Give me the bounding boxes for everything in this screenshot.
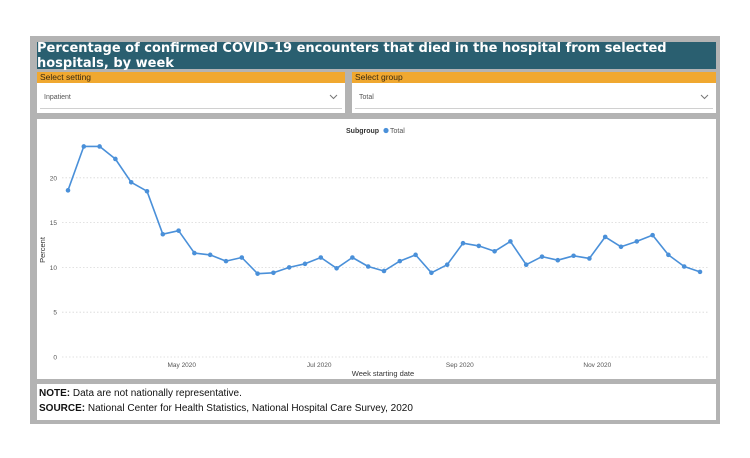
- data-point: [207, 252, 213, 258]
- y-tick-label: 15: [50, 220, 58, 227]
- data-point: [97, 144, 102, 149]
- group-filter-label: Select group: [352, 72, 716, 83]
- series-line-total: [67, 145, 701, 275]
- x-tick-label: Jul 2020: [307, 362, 332, 369]
- data-point: [318, 255, 324, 260]
- y-axis-label: Percent: [38, 236, 47, 263]
- legend-marker: [383, 127, 389, 134]
- page-title: Percentage of confirmed COVID-19 encount…: [37, 40, 716, 71]
- data-point: [381, 268, 387, 274]
- y-tick-label: 10: [50, 265, 58, 272]
- x-axis-ticks: May 2020 Jul 2020 Sep 2020 Nov 2020: [167, 362, 611, 369]
- source-text: National Center for Health Statistics, N…: [85, 403, 413, 414]
- data-point: [128, 179, 134, 185]
- note-line: NOTE: Data are not nationally representa…: [39, 388, 242, 399]
- data-point: [397, 258, 403, 264]
- data-point: [302, 261, 308, 267]
- group-dropdown[interactable]: Total: [355, 86, 713, 109]
- data-point: [523, 262, 529, 268]
- data-point: [634, 239, 640, 244]
- legend-item-total[interactable]: Total: [390, 128, 405, 135]
- line-chart: 0 5 10 15 20 May 2020 Jul 2020 Sep 2020 Nov 202…: [38, 127, 708, 378]
- data-point: [255, 271, 260, 276]
- chart-panel: 0 5 10 15 20 May 2020 Jul 2020 Sep 2020 Nov 202…: [37, 119, 716, 379]
- x-tick-label: Nov 2020: [583, 362, 611, 369]
- setting-dropdown-value: Inpatient: [44, 93, 71, 101]
- data-point: [539, 254, 545, 259]
- data-point: [618, 244, 624, 250]
- notes-panel: NOTE: Data are not nationally representa…: [37, 384, 716, 420]
- data-point: [350, 255, 355, 260]
- y-tick-label: 20: [50, 175, 58, 182]
- data-point: [429, 270, 434, 276]
- data-point: [666, 252, 671, 258]
- data-point: [192, 250, 197, 256]
- data-point: [113, 156, 118, 162]
- chevron-down-icon: [699, 92, 709, 102]
- x-tick-label: Sep 2020: [446, 362, 474, 369]
- note-label: NOTE:: [39, 388, 71, 399]
- data-point: [223, 258, 229, 264]
- legend[interactable]: Subgroup Total: [346, 127, 405, 135]
- legend-title: Subgroup: [346, 128, 379, 135]
- data-point: [271, 270, 276, 276]
- y-axis-ticks: 0 5 10 15 20: [50, 175, 58, 361]
- data-point: [650, 232, 655, 238]
- source-label: SOURCE:: [39, 403, 86, 414]
- setting-filter-label: Select setting: [37, 72, 345, 83]
- data-point: [444, 262, 450, 268]
- data-point: [65, 188, 71, 193]
- data-point: [365, 264, 371, 269]
- group-dropdown-value: Total: [359, 93, 374, 101]
- data-point: [176, 228, 181, 233]
- setting-dropdown[interactable]: Inpatient: [40, 86, 342, 109]
- data-point: [413, 252, 418, 258]
- chevron-down-icon: [328, 92, 338, 102]
- data-point: [602, 234, 608, 240]
- data-point: [160, 231, 166, 237]
- data-point: [286, 265, 292, 270]
- series-total: [65, 144, 703, 276]
- data-point: [555, 257, 561, 263]
- data-point: [476, 243, 482, 249]
- data-point: [508, 239, 513, 244]
- data-point: [492, 248, 497, 254]
- group-filter: Select group Total: [352, 72, 716, 113]
- data-point: [681, 264, 687, 269]
- data-point: [587, 256, 592, 261]
- data-point: [144, 188, 150, 194]
- data-point: [571, 253, 576, 259]
- data-point: [334, 265, 339, 271]
- x-tick-label: May 2020: [167, 362, 196, 369]
- gridlines: [62, 177, 708, 358]
- source-line: SOURCE: National Center for Health Stati…: [39, 403, 413, 414]
- page-title-text: Percentage of confirmed COVID-19 encount…: [37, 40, 667, 71]
- data-point: [81, 144, 87, 149]
- data-point: [239, 255, 245, 260]
- data-point: [460, 240, 466, 246]
- data-point: [697, 269, 703, 275]
- note-text: Data are not nationally representative.: [70, 388, 242, 399]
- y-tick-label: 5: [53, 310, 57, 317]
- x-axis-label: Week starting date: [352, 369, 414, 378]
- setting-filter: Select setting Inpatient: [37, 72, 345, 113]
- y-tick-label: 0: [53, 355, 57, 362]
